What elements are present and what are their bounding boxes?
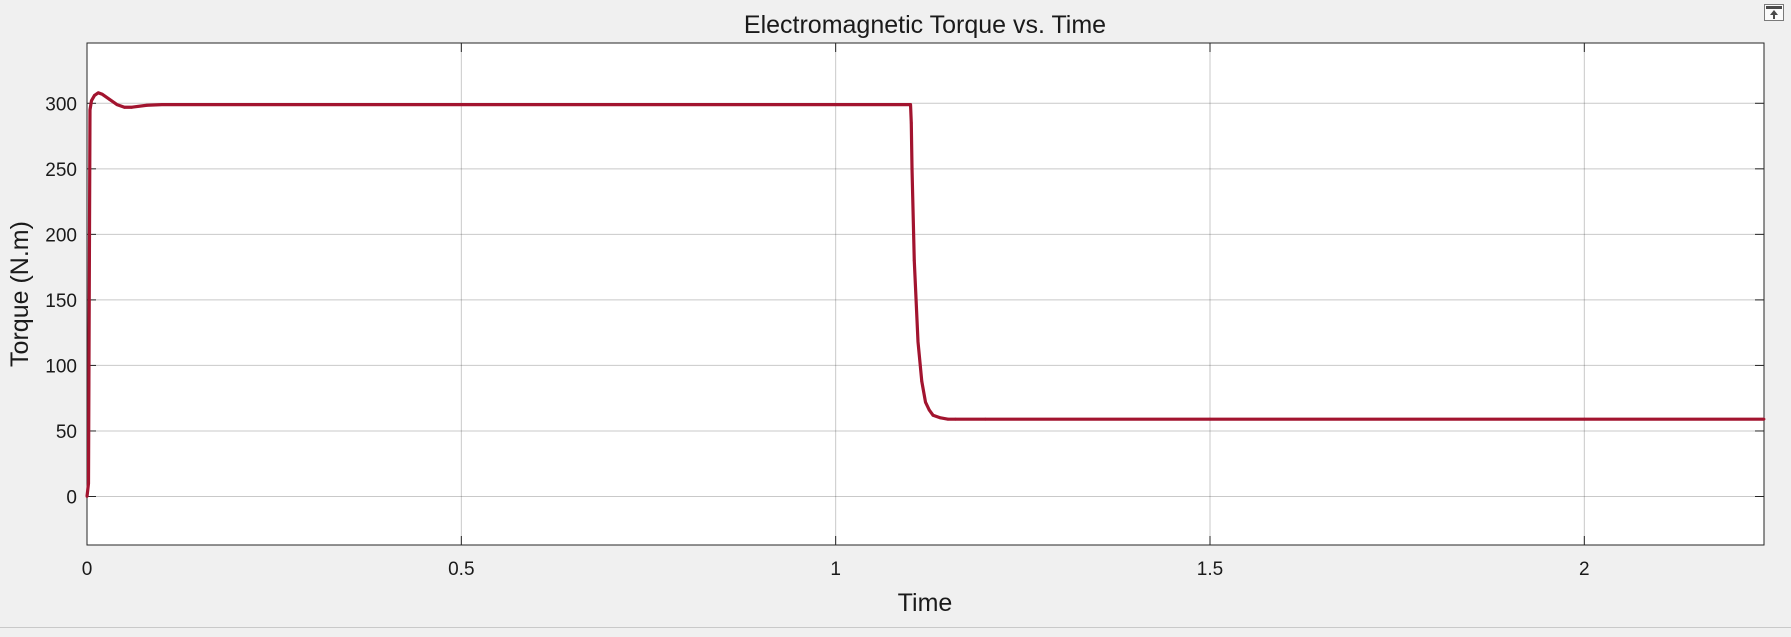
torque-data-point bbox=[108, 97, 111, 101]
y-tick-label: 50 bbox=[56, 422, 77, 443]
x-tick-label: 0.5 bbox=[448, 559, 474, 580]
torque-data-point bbox=[983, 417, 987, 421]
torque-data-point bbox=[115, 103, 119, 107]
torque-data-point bbox=[160, 103, 164, 107]
torque-data-point bbox=[1208, 417, 1212, 421]
torque-data-point bbox=[910, 167, 914, 171]
x-axis-label: Time bbox=[898, 589, 953, 617]
torque-data-point bbox=[1762, 417, 1766, 421]
y-tick-label: 0 bbox=[66, 488, 77, 509]
chart-title: Electromagnetic Torque vs. Time bbox=[744, 11, 1106, 39]
x-tick-label: 2 bbox=[1579, 559, 1590, 580]
torque-data-point bbox=[88, 108, 92, 112]
undock-arrow bbox=[1770, 10, 1778, 15]
torque-data-point bbox=[145, 103, 149, 107]
axis-ticks bbox=[86, 43, 1764, 545]
plot-area bbox=[86, 42, 1765, 546]
y-tick-label: 200 bbox=[45, 225, 77, 246]
y-tick-label: 300 bbox=[45, 94, 77, 115]
torque-data-point bbox=[916, 340, 920, 344]
torque-data-point bbox=[93, 94, 96, 97]
undock-bar bbox=[1766, 6, 1782, 9]
torque-data-point bbox=[87, 481, 90, 485]
y-axis-label: Torque (N.m) bbox=[6, 221, 34, 367]
undock-stem bbox=[1773, 14, 1775, 19]
torque-data-point bbox=[123, 105, 126, 109]
torque-data-point bbox=[909, 121, 913, 125]
torque-data-point bbox=[927, 408, 931, 412]
torque-data-point bbox=[939, 416, 942, 420]
torque-data-point bbox=[954, 417, 957, 421]
torque-data-point bbox=[90, 99, 93, 103]
torque-data-point bbox=[909, 103, 912, 107]
undock-icon[interactable] bbox=[1764, 4, 1784, 21]
bottom-divider bbox=[0, 627, 1791, 628]
torque-data-point bbox=[96, 91, 100, 95]
torque-data-point bbox=[946, 417, 950, 421]
torque-data-point bbox=[834, 103, 838, 107]
x-tick-label: 1.5 bbox=[1197, 559, 1223, 580]
torque-data-point bbox=[459, 103, 463, 107]
y-tick-label: 150 bbox=[45, 291, 77, 312]
x-tick-label: 1 bbox=[830, 559, 841, 580]
torque-data-point bbox=[912, 259, 916, 262]
torque-data-point bbox=[130, 105, 134, 109]
torque-data-point bbox=[931, 413, 935, 417]
torque-data-point bbox=[85, 495, 89, 498]
torque-data-point bbox=[100, 92, 104, 96]
y-tick-label: 250 bbox=[45, 160, 77, 181]
torque-data-point bbox=[924, 400, 927, 404]
y-tick-label: 100 bbox=[45, 356, 77, 377]
torque-data-point bbox=[1582, 417, 1586, 421]
tick-labels: 0 0.5 1 1.5 2 0 50 100 150 200 250 300 bbox=[45, 94, 1589, 580]
torque-data-point bbox=[920, 379, 924, 383]
x-tick-label: 0 bbox=[82, 559, 93, 580]
series-layer bbox=[85, 91, 1766, 498]
